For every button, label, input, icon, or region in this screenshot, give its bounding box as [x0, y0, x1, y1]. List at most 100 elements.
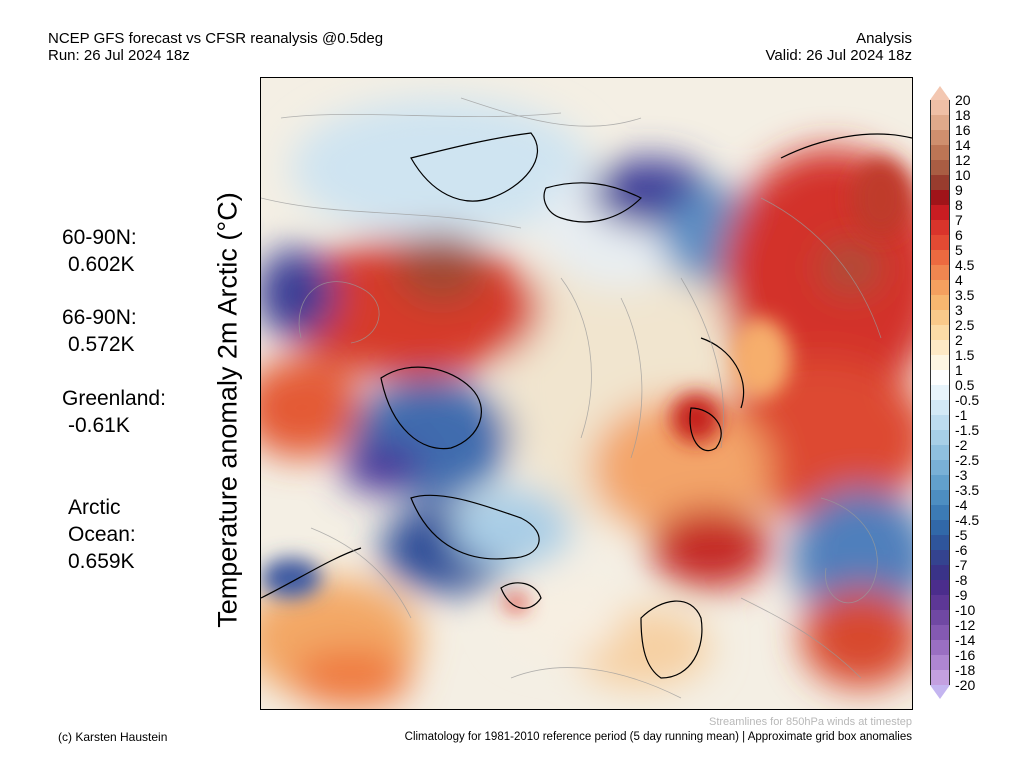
- colorbar-cell: [930, 280, 950, 295]
- colorbar-cell: [930, 190, 950, 205]
- analysis-label: Analysis: [856, 30, 912, 47]
- colorbar-tick-label: 4.5: [955, 257, 975, 273]
- map-title: NCEP GFS forecast vs CFSR reanalysis @0.…: [48, 30, 384, 47]
- colorbar-cell: [930, 460, 950, 475]
- colorbar-tick-label: -1: [955, 407, 968, 423]
- colorbar-tick-label: -3.5: [955, 482, 980, 498]
- colorbar-tick-label: -18: [955, 662, 976, 678]
- colorbar-cell: [930, 235, 950, 250]
- colorbar-tick-label: -1.5: [955, 422, 980, 438]
- coastlines: [261, 132, 912, 679]
- colorbar-tick-label: -2.5: [955, 452, 980, 468]
- colorbar-cell: [930, 115, 950, 130]
- colorbar-cell: [930, 400, 950, 415]
- header-left: NCEP GFS forecast vs CFSR reanalysis @0.…: [48, 30, 383, 64]
- colorbar-cell: [930, 160, 950, 175]
- colorbar-cell: [930, 430, 950, 445]
- colorbar-tick-label: -2: [955, 437, 968, 453]
- colorbar-tick-label: -20: [955, 677, 976, 693]
- colorbar-tick-label: -16: [955, 647, 976, 663]
- colorbar-tick-label: 16: [955, 122, 971, 138]
- header-right: Analysis Valid: 26 Jul 2024 18z: [766, 30, 913, 64]
- colorbar-cell: [930, 610, 950, 625]
- colorbar-cell: [930, 595, 950, 610]
- colorbar-cell: [930, 205, 950, 220]
- colorbar-tick-label: -5: [955, 527, 968, 543]
- colorbar-cell: [930, 220, 950, 235]
- colorbar-cells: [930, 100, 950, 685]
- colorbar-cell: [930, 445, 950, 460]
- run-time: Run: 26 Jul 2024 18z: [48, 47, 190, 64]
- colorbar-overflow-triangle: [930, 86, 950, 100]
- anomaly-detail: [261, 158, 911, 611]
- colorbar-tick-label: 6: [955, 227, 963, 243]
- colorbar-cell: [930, 535, 950, 550]
- colorbar-tick-label: 4: [955, 272, 963, 288]
- stat-name: Arctic Ocean:: [68, 496, 136, 546]
- colorbar-tick-label: 3: [955, 302, 963, 318]
- colorbar-cell: [930, 355, 950, 370]
- colorbar-cell: [930, 295, 950, 310]
- wind-streamlines: [261, 97, 882, 699]
- colorbar-tick-label: -10: [955, 602, 976, 618]
- colorbar-cell: [930, 265, 950, 280]
- colorbar-tick-label: -3: [955, 467, 968, 483]
- colorbar-cell: [930, 415, 950, 430]
- colorbar-cell: [930, 550, 950, 565]
- streamlines-note: Streamlines for 850hPa winds at timestep: [709, 716, 912, 728]
- colorbar-cell: [930, 370, 950, 385]
- colorbar-tick-label: 14: [955, 137, 971, 153]
- colorbar-cell: [930, 475, 950, 490]
- colorbar-cell: [930, 670, 950, 685]
- stat-value: 0.659K: [68, 550, 135, 573]
- colorbar-cell: [930, 325, 950, 340]
- colorbar-tick-label: 5: [955, 242, 963, 258]
- stat-greenland: Greenland: -0.61K: [62, 385, 166, 439]
- colorbar-cell: [930, 580, 950, 595]
- colorbar-cell: [930, 565, 950, 580]
- colorbar-cell: [930, 505, 950, 520]
- y-axis-label: Temperature anomaly 2m Arctic (°C): [212, 192, 243, 628]
- colorbar-tick-label: 10: [955, 167, 971, 183]
- colorbar-cell: [930, 640, 950, 655]
- colorbar-tick-label: -8: [955, 572, 968, 588]
- colorbar-tick-label: -4: [955, 497, 968, 513]
- colorbar-cell: [930, 340, 950, 355]
- credit-text: (c) Karsten Haustein: [58, 730, 168, 744]
- colorbar-cell: [930, 250, 950, 265]
- colorbar-cell: [930, 100, 950, 115]
- colorbar: [930, 86, 950, 699]
- colorbar-cell: [930, 520, 950, 535]
- colorbar-tick-label: 8: [955, 197, 963, 213]
- stat-arctic-ocean: Arctic Ocean: 0.659K: [68, 467, 136, 602]
- colorbar-tick-label: 2.5: [955, 317, 975, 333]
- colorbar-tick-label: 12: [955, 152, 971, 168]
- colorbar-underflow-triangle: [930, 685, 950, 699]
- colorbar-tick-label: 20: [955, 92, 971, 108]
- colorbar-cell: [930, 145, 950, 160]
- colorbar-cell: [930, 175, 950, 190]
- map-canvas: [261, 78, 912, 709]
- colorbar-tick-label: 1.5: [955, 347, 975, 363]
- colorbar-tick-label: -0.5: [955, 392, 980, 408]
- colorbar-cell: [930, 655, 950, 670]
- colorbar-cell: [930, 385, 950, 400]
- colorbar-tick-label: 1: [955, 362, 963, 378]
- colorbar-tick-label: -12: [955, 617, 976, 633]
- colorbar-tick-label: -4.5: [955, 512, 980, 528]
- colorbar-tick-label: -7: [955, 557, 968, 573]
- arctic-anomaly-map: [260, 77, 913, 710]
- stat-60-90n: 60-90N: 0.602K: [62, 224, 137, 278]
- colorbar-cell: [930, 310, 950, 325]
- stat-name: 66-90N:: [62, 306, 137, 329]
- colorbar-tick-label: -14: [955, 632, 976, 648]
- stat-66-90n: 66-90N: 0.572K: [62, 304, 137, 358]
- stat-value: 0.602K: [68, 253, 135, 276]
- stat-value: 0.572K: [68, 333, 135, 356]
- valid-time: Valid: 26 Jul 2024 18z: [765, 47, 913, 64]
- colorbar-tick-label: 18: [955, 107, 971, 123]
- colorbar-tick-label: 9: [955, 182, 963, 198]
- colorbar-tick-label: 7: [955, 212, 963, 228]
- colorbar-tick-label: 3.5: [955, 287, 975, 303]
- colorbar-cell: [930, 625, 950, 640]
